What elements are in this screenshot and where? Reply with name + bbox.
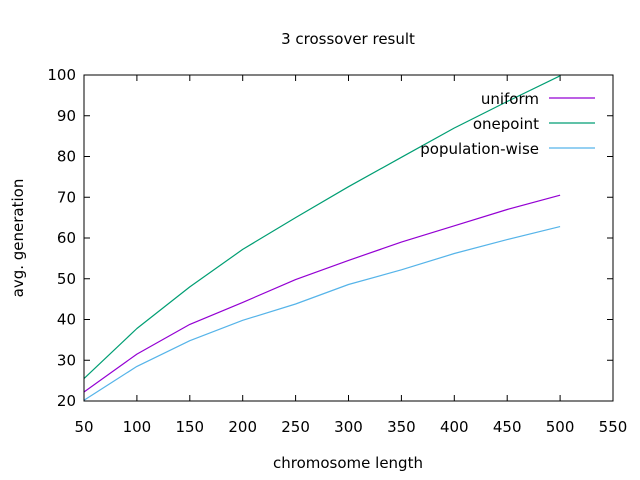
x-tick-label: 150 (175, 418, 204, 436)
y-tick-label: 100 (47, 66, 76, 84)
x-tick-label: 450 (493, 418, 522, 436)
x-tick-label: 50 (74, 418, 93, 436)
y-tick-label: 30 (57, 351, 76, 369)
axis-ticks: 50 100 150 200 250 300 350 400 450 500 550 20 30 40 50… (47, 66, 627, 436)
x-tick-label: 400 (440, 418, 469, 436)
chart-title: 3 crossover result (281, 30, 415, 48)
y-axis-label: avg. generation (9, 179, 27, 298)
y-tick-label: 90 (57, 107, 76, 125)
x-tick-label: 250 (281, 418, 310, 436)
series-line-onepoint (83, 75, 561, 380)
x-tick-label: 300 (334, 418, 363, 436)
series-line-uniform (83, 194, 561, 393)
legend: uniform onepoint population-wise (420, 90, 595, 158)
legend-label-uniform: uniform (481, 90, 539, 108)
plot-frame (83, 74, 614, 402)
legend-label-population-wise: population-wise (420, 140, 539, 158)
series-lines (83, 75, 561, 401)
x-tick-label: 200 (228, 418, 257, 436)
y-tick-label: 70 (57, 188, 76, 206)
y-tick-label: 50 (57, 270, 76, 288)
y-tick-label: 40 (57, 311, 76, 329)
y-tick-label: 60 (57, 229, 76, 247)
x-tick-label: 550 (599, 418, 628, 436)
y-tick-label: 20 (57, 392, 76, 410)
y-tick-label: 80 (57, 148, 76, 166)
x-tick-label: 100 (123, 418, 152, 436)
series-line-population-wise (83, 226, 561, 401)
x-axis-label: chromosome length (273, 454, 423, 472)
legend-label-onepoint: onepoint (473, 115, 539, 133)
x-tick-label: 500 (546, 418, 575, 436)
x-tick-label: 350 (387, 418, 416, 436)
